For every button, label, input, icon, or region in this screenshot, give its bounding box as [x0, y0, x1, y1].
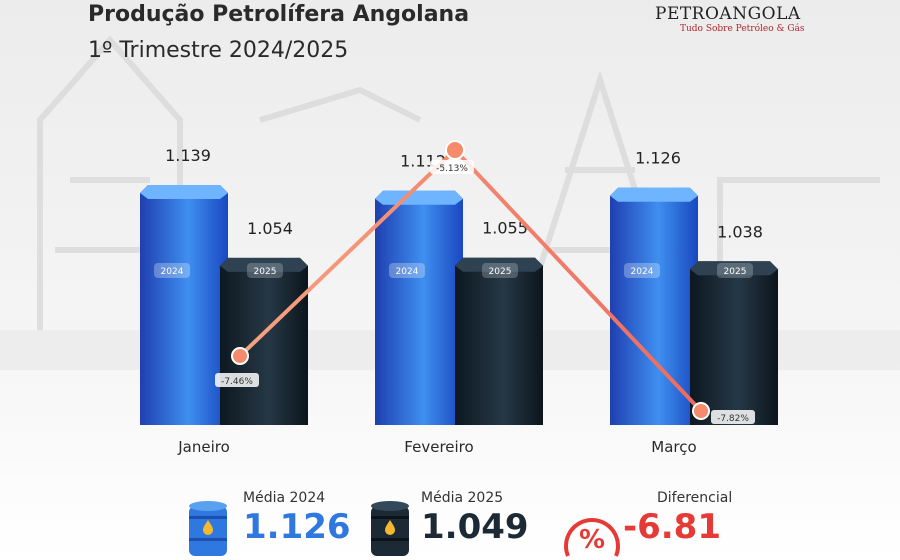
stat-label-2025: Média 2025 [421, 490, 504, 506]
svg-text:2025: 2025 [254, 267, 277, 277]
value-label-2025-1: 1.055 [482, 219, 528, 238]
svg-text:-7.46%: -7.46% [221, 377, 253, 387]
change-label-2: -7.82% [711, 410, 755, 424]
stat-differential: Diferencial -6.81 [623, 490, 732, 544]
svg-text:%: % [579, 525, 605, 555]
brand-logo: PETROANGOLA Tudo Sobre Petróleo & Gás [655, 4, 825, 34]
stat-label-differential: Diferencial [657, 490, 733, 506]
series-tag-2025-2: 2025 [717, 263, 753, 278]
series-tag-2024-2: 2024 [624, 263, 660, 278]
value-label-2024-0: 1.139 [165, 146, 211, 165]
value-label-2025-2: 1.038 [717, 222, 763, 241]
value-label-2024-2: 1.126 [635, 149, 681, 168]
svg-text:2025: 2025 [724, 267, 747, 277]
stat-label-2024: Média 2024 [243, 490, 326, 506]
change-label-1: -5.13% [430, 160, 474, 174]
change-label-0: -7.46% [215, 373, 259, 387]
category-label-0: Janeiro [177, 438, 230, 456]
change-point-2 [692, 402, 710, 420]
percent-icon: % [564, 518, 620, 557]
change-point-1 [445, 140, 465, 160]
svg-text:-5.13%: -5.13% [436, 164, 468, 174]
category-label-1: Fevereiro [404, 438, 473, 456]
value-label-2025-0: 1.054 [247, 219, 293, 238]
bar-2025-0 [220, 257, 308, 425]
bar-2024-2 [610, 187, 698, 425]
barrel-blue-icon [189, 501, 227, 556]
svg-text:2024: 2024 [161, 267, 184, 277]
stat-value-2024: 1.126 [243, 507, 351, 547]
page-subtitle: 1º Trimestre 2024/2025 [88, 38, 349, 63]
logo-tagline: Tudo Sobre Petróleo & Gás [680, 24, 805, 34]
svg-text:2025: 2025 [489, 267, 512, 277]
category-label-2: Março [651, 438, 696, 456]
bar-2024-1 [375, 190, 463, 425]
change-point-0 [231, 347, 249, 365]
page-title: Produção Petrolífera Angolana [88, 2, 470, 27]
series-tag-2025-1: 2025 [482, 263, 518, 278]
logo-name: PETROANGOLA [655, 4, 801, 24]
bar-2025-2 [690, 261, 778, 425]
svg-text:2024: 2024 [631, 267, 654, 277]
bar-2025-1 [455, 257, 543, 425]
svg-text:-7.82%: -7.82% [717, 414, 749, 424]
series-tag-2025-0: 2025 [247, 263, 283, 278]
stat-value-differential: -6.81 [623, 507, 721, 547]
bar-2024-0 [140, 185, 228, 425]
series-tag-2024-1: 2024 [389, 263, 425, 278]
svg-text:2024: 2024 [396, 267, 419, 277]
series-tag-2024-0: 2024 [154, 263, 190, 278]
barrel-dark-icon [371, 501, 409, 556]
stat-average-2024: Média 2024 1.126 [243, 490, 351, 544]
stat-value-2025: 1.049 [421, 507, 529, 547]
stat-average-2025: Média 2025 1.049 [421, 490, 529, 544]
